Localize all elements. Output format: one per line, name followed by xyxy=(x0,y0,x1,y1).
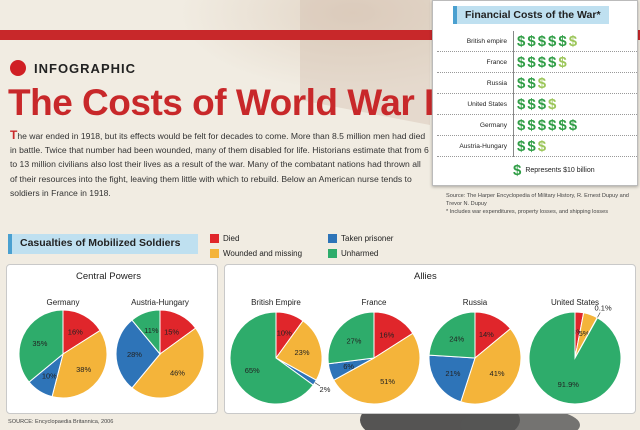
dollar-coin-icon: $ xyxy=(537,95,547,113)
pie-title: France xyxy=(361,298,387,307)
dollar-coin-icon: $ xyxy=(558,53,567,71)
legend-swatch-unharmed xyxy=(328,249,337,258)
dollar-coin-icon: $ xyxy=(548,116,557,134)
dollar-coin-icon: $ xyxy=(558,32,567,50)
legend-item-died: Died xyxy=(210,234,239,243)
dollar-coin-icon: $ xyxy=(527,137,536,155)
financial-row: Germany $ $ $ $ $ $ xyxy=(437,114,637,136)
legend-item-wounded: Wounded and missing xyxy=(210,249,302,258)
dollar-coin-icon: $ xyxy=(527,32,536,50)
dollar-coin-icon: $ xyxy=(568,116,578,134)
dollar-coin-icon: $ xyxy=(527,74,536,92)
financial-legend-text: Represents $10 billion xyxy=(525,167,595,174)
dollar-coin-icon: $ xyxy=(568,32,578,50)
dollar-coin-icon: $ xyxy=(527,95,536,113)
dollar-coin-icon: $ xyxy=(537,116,547,134)
financial-row-label: United States xyxy=(467,100,507,108)
financial-row-coins: $ $ $ $ xyxy=(517,97,556,112)
financial-row: British empire $ $ $ $ $ $ xyxy=(437,30,637,52)
intro-dropcap: T xyxy=(10,128,18,142)
page-title: The Costs of World War I xyxy=(8,82,434,123)
dollar-coin-icon: $ xyxy=(537,74,547,92)
dollar-coin-icon: $ xyxy=(517,74,526,92)
financial-row-coins: $ $ $ xyxy=(517,76,546,91)
dollar-coin-icon: $ xyxy=(537,32,547,50)
financial-row-divider xyxy=(513,30,517,52)
allies-box xyxy=(224,264,636,414)
legend-item-prisoner: Taken prisoner xyxy=(328,234,393,243)
dollar-coin-icon: $ xyxy=(558,116,567,134)
casualties-legend: Died Wounded and missing Taken prisoner … xyxy=(210,234,440,262)
financial-costs-title: Financial Costs of the War* xyxy=(453,6,609,24)
central-powers-box xyxy=(6,264,218,414)
financial-row-coins: $ $ $ $ $ $ xyxy=(517,118,577,133)
legend-label-prisoner: Taken prisoner xyxy=(341,234,394,243)
pie-title: British Empire xyxy=(251,298,301,307)
financial-row-divider xyxy=(513,72,517,94)
dollar-coin-icon: $ xyxy=(517,116,526,134)
legend-item-unharmed: Unharmed xyxy=(328,249,378,258)
financial-source-note: Source: The Harper Encyclopedia of Milit… xyxy=(446,192,636,216)
casualties-source: SOURCE: Encyclopaedia Britannica, 2006 xyxy=(8,419,114,425)
pie-title: Russia xyxy=(462,298,488,307)
financial-row-label: Russia xyxy=(486,79,507,87)
financial-source: Source: The Harper Encyclopedia of Milit… xyxy=(446,193,629,207)
financial-row-divider xyxy=(513,51,517,73)
financial-legend: $ Represents $10 billion xyxy=(513,163,595,178)
central-powers-title: Central Powers xyxy=(76,271,141,282)
legend-swatch-wounded xyxy=(210,249,219,258)
financial-row: United States $ $ $ $ xyxy=(437,93,637,115)
legend-label-wounded: Wounded and missing xyxy=(223,249,303,258)
dollar-coin-icon: $ xyxy=(537,137,547,155)
financial-row-label: France xyxy=(486,58,507,66)
kicker-dot-icon xyxy=(10,60,26,76)
kicker-label: INFOGRAPHIC xyxy=(34,60,136,76)
legend-label-died: Died xyxy=(223,234,240,243)
financial-row-label: Austria-Hungary xyxy=(459,142,507,150)
dollar-coin-icon: $ xyxy=(537,53,547,71)
financial-row-coins: $ $ $ $ $ xyxy=(517,55,567,70)
dollar-coin-icon: $ xyxy=(548,53,557,71)
top-red-bar xyxy=(0,30,640,40)
dollar-coin-icon: $ xyxy=(517,95,526,113)
pie-title: Austria-Hungary xyxy=(131,298,189,307)
financial-row: Austria-Hungary $ $ $ xyxy=(437,135,637,157)
legend-swatch-prisoner xyxy=(328,234,337,243)
pie-title: United States xyxy=(550,298,600,307)
dollar-coin-icon: $ xyxy=(517,53,526,71)
financial-row-label: Germany xyxy=(479,121,507,129)
casualties-title: Casualties of Mobilized Soldiers xyxy=(8,234,198,254)
allies-title: Allies xyxy=(414,271,437,282)
intro-paragraph: The war ended in 1918, but its effects w… xyxy=(10,128,430,200)
financial-footnote: * Includes war expenditures, property lo… xyxy=(446,209,608,215)
financial-row-label: British empire xyxy=(466,37,507,45)
dollar-coin-icon: $ xyxy=(517,32,526,50)
dollar-coin-icon: $ xyxy=(527,53,536,71)
financial-row: France $ $ $ $ $ xyxy=(437,51,637,73)
dollar-coin-icon: $ xyxy=(527,116,536,134)
dollar-coin-icon: $ xyxy=(548,95,557,113)
financial-row-divider xyxy=(513,114,517,136)
intro-text: he war ended in 1918, but its effects wo… xyxy=(10,131,429,198)
financial-costs-rows: British empire $ $ $ $ $ $ France $ $ $ $ $ Russia $ $ $… xyxy=(437,30,637,157)
pie-title: Germany xyxy=(46,298,80,307)
financial-row: Russia $ $ $ xyxy=(437,72,637,94)
dollar-coin-icon: $ xyxy=(517,137,526,155)
kicker: INFOGRAPHIC xyxy=(10,60,136,76)
financial-row-coins: $ $ $ $ $ $ xyxy=(517,34,577,49)
legend-label-unharmed: Unharmed xyxy=(341,249,379,258)
legend-swatch-died xyxy=(210,234,219,243)
dollar-coin-icon: $ xyxy=(513,162,522,179)
financial-row-coins: $ $ $ xyxy=(517,139,546,154)
financial-row-divider xyxy=(513,135,517,157)
financial-costs-panel: Financial Costs of the War* British empi… xyxy=(432,0,638,186)
financial-row-divider xyxy=(513,93,517,115)
dollar-coin-icon: $ xyxy=(548,32,557,50)
